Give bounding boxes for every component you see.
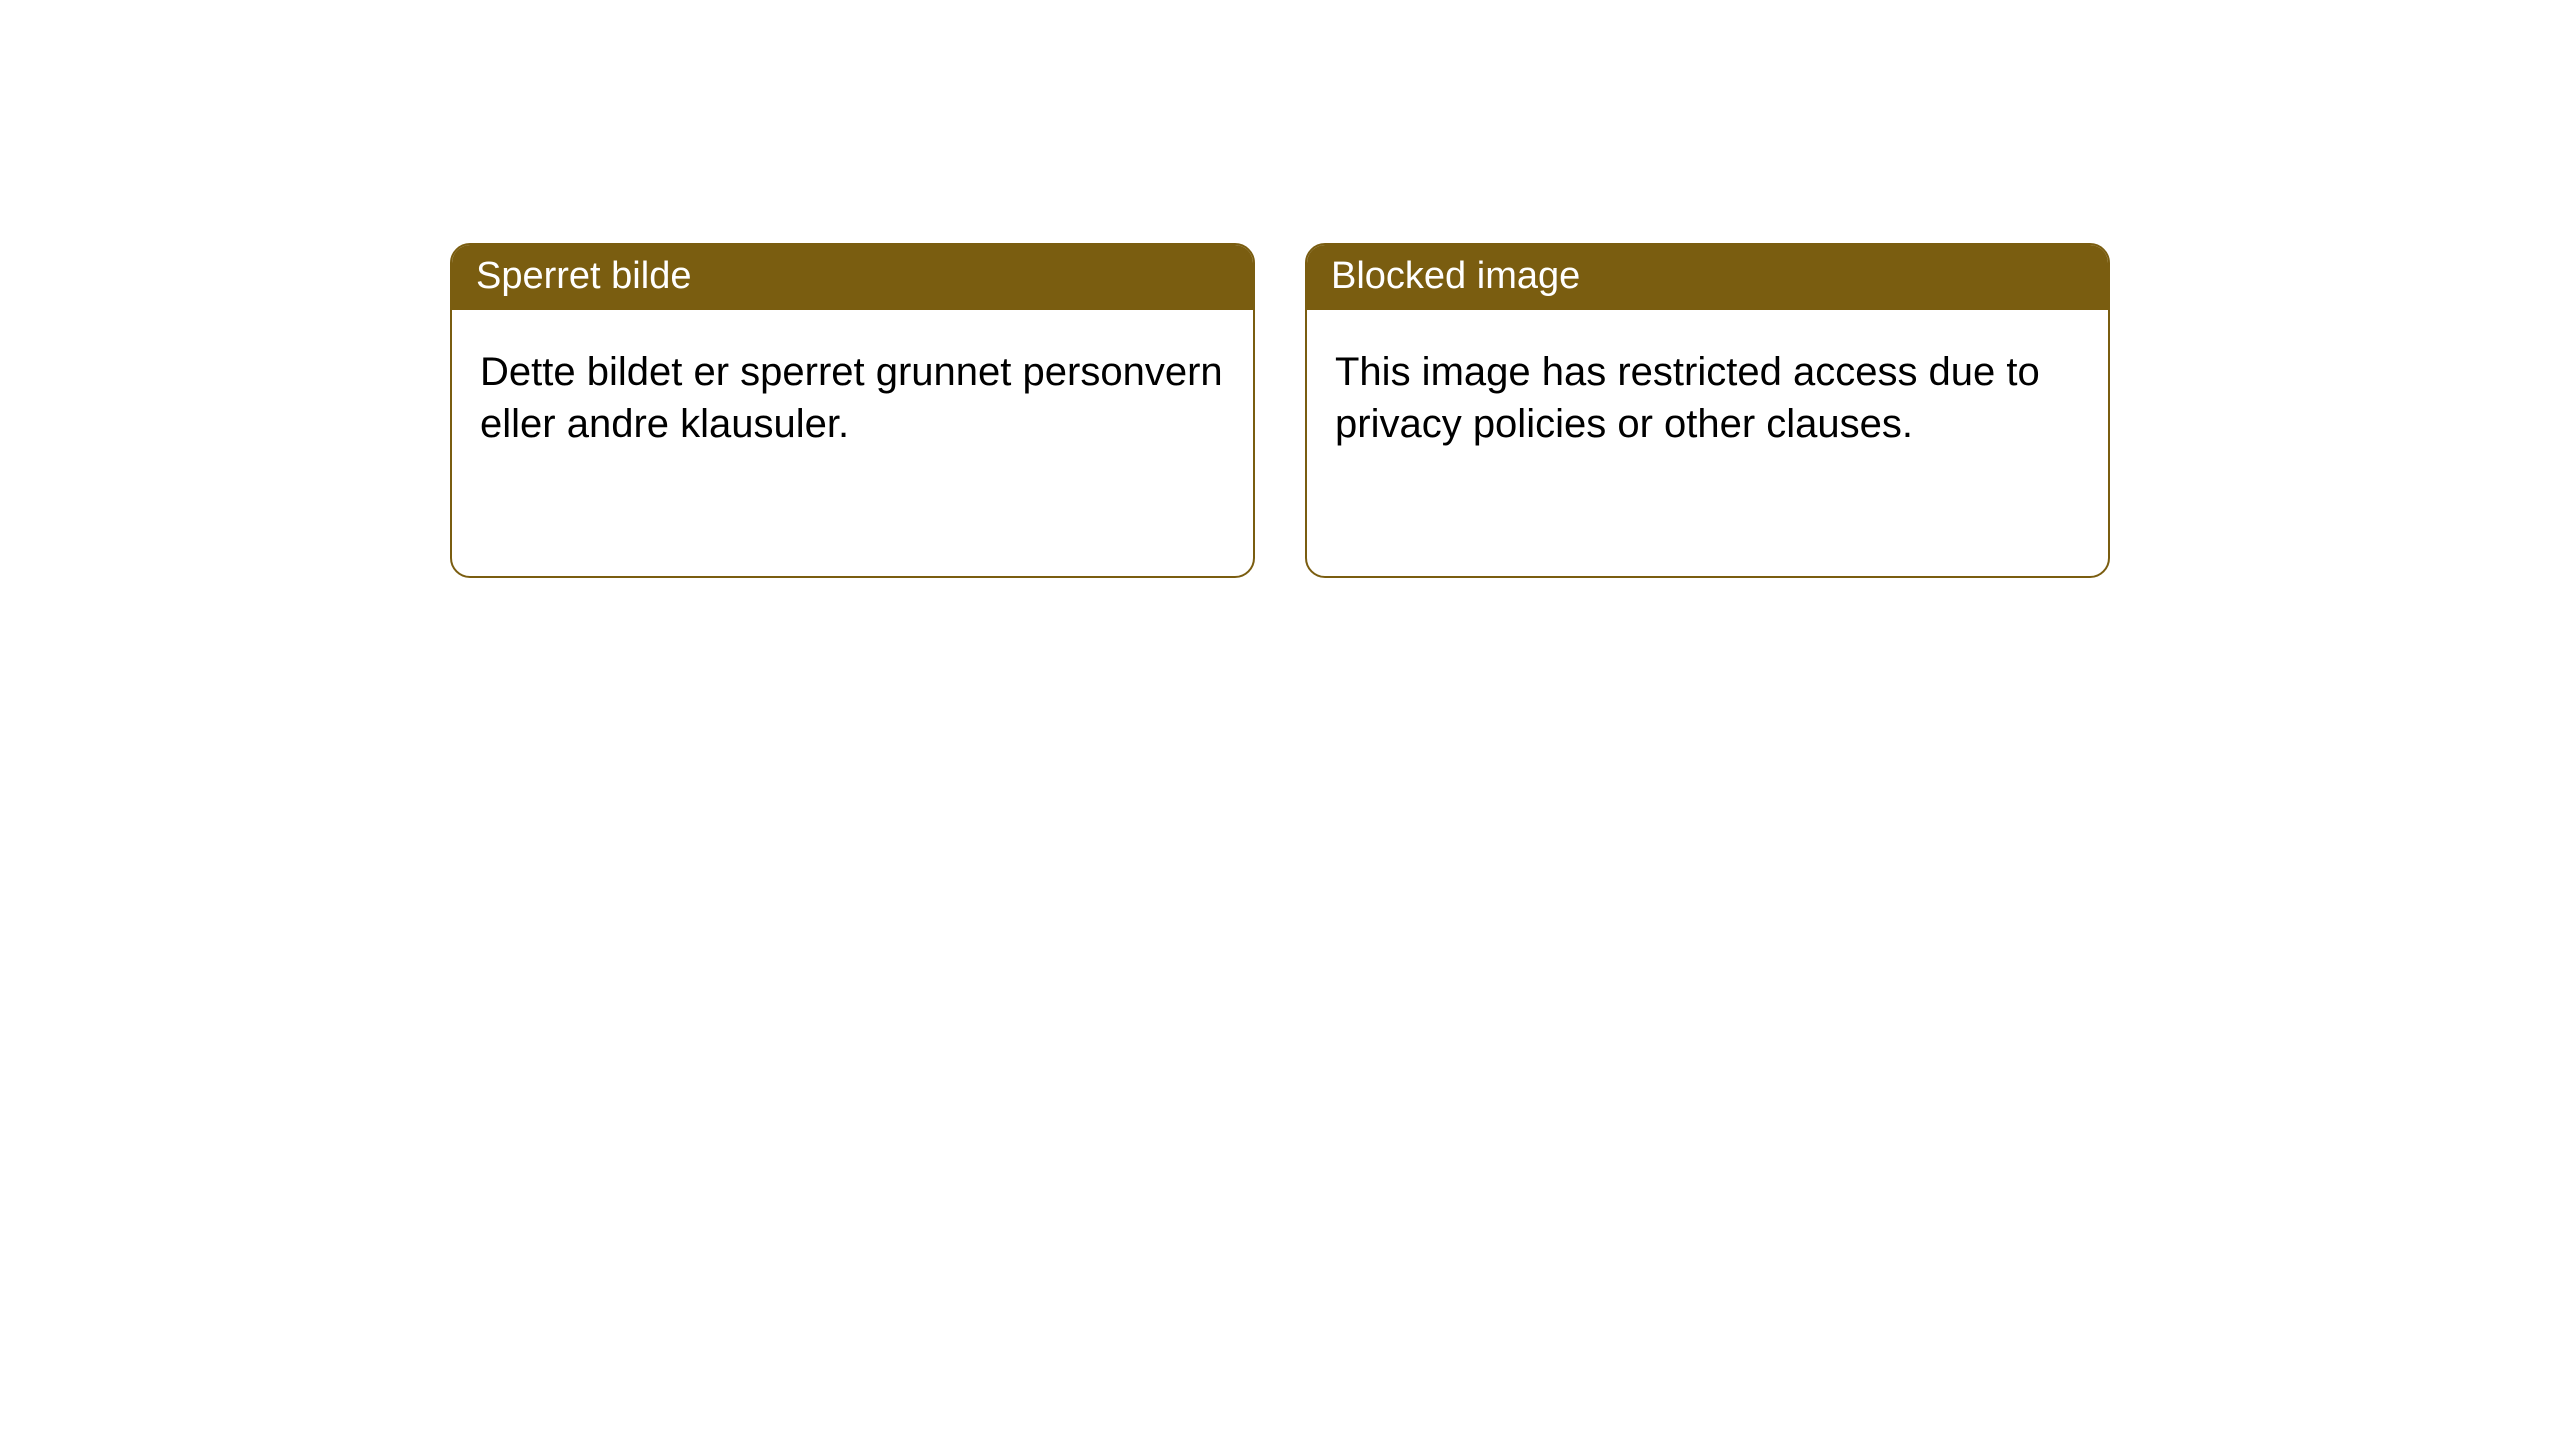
notice-box-norwegian: Sperret bilde Dette bildet er sperret gr… bbox=[450, 243, 1255, 578]
notice-container: Sperret bilde Dette bildet er sperret gr… bbox=[450, 243, 2110, 578]
notice-body: Dette bildet er sperret grunnet personve… bbox=[452, 310, 1253, 486]
notice-box-english: Blocked image This image has restricted … bbox=[1305, 243, 2110, 578]
notice-body: This image has restricted access due to … bbox=[1307, 310, 2108, 486]
notice-header: Sperret bilde bbox=[452, 245, 1253, 310]
notice-header: Blocked image bbox=[1307, 245, 2108, 310]
